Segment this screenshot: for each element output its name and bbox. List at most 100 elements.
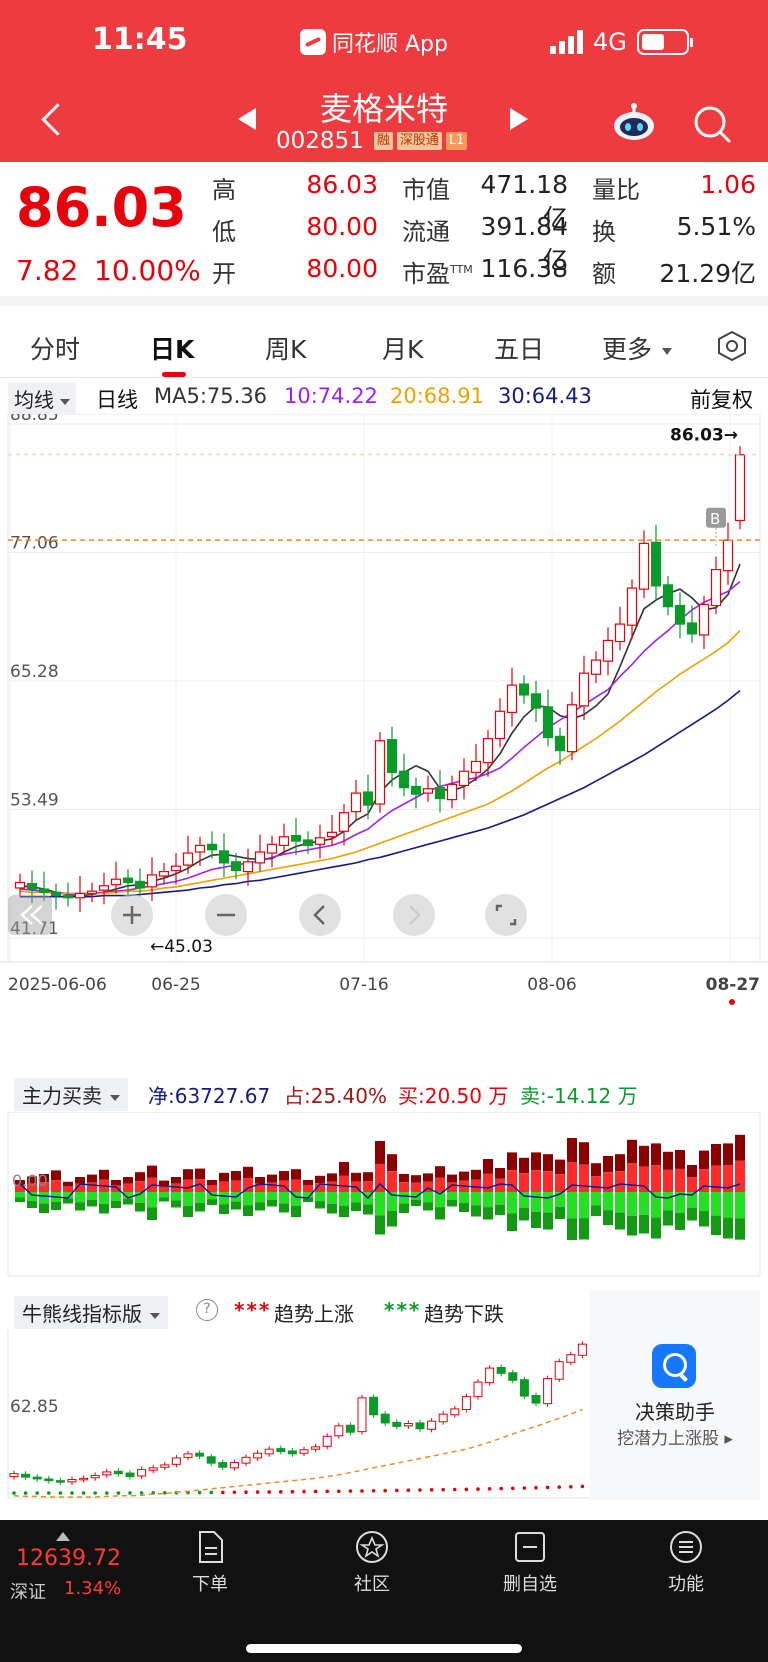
bb-candle-body: [9, 1473, 19, 1478]
app-logo-icon: [300, 29, 326, 55]
fullscreen-icon[interactable]: [485, 894, 527, 936]
bb-trend-dot: [116, 1491, 121, 1495]
fund-bar-buy: [435, 1177, 445, 1192]
open-label: 开: [212, 260, 236, 288]
ma-select[interactable]: 均线: [8, 383, 76, 414]
candle-body: [734, 454, 746, 522]
tab-intraday[interactable]: 分时: [30, 335, 81, 364]
search-icon[interactable]: [692, 104, 732, 144]
bull-bear-y-label: 62.85: [10, 1397, 59, 1417]
bb-candle-body: [357, 1397, 367, 1433]
bb-trend-dot: [348, 1489, 353, 1493]
fund-frame: [7, 1112, 761, 1277]
zoom-out-icon[interactable]: [205, 894, 247, 936]
scroll-left-icon[interactable]: [299, 894, 341, 936]
fund-bar-big-buy: [471, 1169, 481, 1180]
tab-five-day[interactable]: 五日: [494, 335, 545, 364]
bb-candle-body: [415, 1422, 425, 1430]
index-value[interactable]: 12639.72: [16, 1546, 121, 1571]
candle-body: [278, 836, 290, 847]
fund-bar-sell: [483, 1192, 493, 1208]
fund-bar-big-sell: [111, 1200, 121, 1208]
fund-bar-buy: [231, 1180, 241, 1192]
decision-assistant-card[interactable]: 决策助手 挖潜力上涨股 ▸: [590, 1290, 760, 1500]
bb-trend-dot: [279, 1490, 283, 1494]
bb-trend-dot: [313, 1489, 318, 1494]
fund-bar-buy: [519, 1173, 529, 1192]
nav-remove-watchlist[interactable]: 删自选: [490, 1530, 570, 1596]
fund-bar-sell: [279, 1192, 289, 1204]
volume-ratio-label: 量比: [592, 176, 640, 204]
nav-order[interactable]: 下单: [170, 1530, 250, 1596]
fund-bar-big-buy: [579, 1142, 589, 1165]
bull-bear-select[interactable]: 牛熊线指标版: [14, 1296, 168, 1329]
next-stock-arrow-icon[interactable]: [510, 108, 528, 130]
control-bg: [485, 894, 527, 936]
fund-bar-sell: [255, 1192, 265, 1203]
scroll-right-icon[interactable]: [393, 894, 435, 936]
zoom-in-icon[interactable]: [111, 894, 153, 936]
fund-bar-big-buy: [411, 1175, 421, 1183]
help-icon[interactable]: ?: [196, 1299, 218, 1321]
nav-functions[interactable]: 功能: [646, 1530, 726, 1596]
adjust-toggle[interactable]: 前复权: [690, 388, 753, 412]
fund-bar-big-sell: [579, 1218, 589, 1240]
candle-body: [698, 603, 710, 636]
status-app-indicator[interactable]: 同花顺 App: [300, 26, 448, 58]
bb-candle-body: [566, 1354, 576, 1363]
fund-bar-big-sell: [171, 1200, 181, 1208]
candle-body: [350, 792, 362, 813]
bb-trend-dot: [163, 1491, 167, 1495]
fund-bar-big-sell: [447, 1199, 457, 1207]
price-change: 7.82: [16, 254, 79, 287]
fund-flow-select[interactable]: 主力买卖: [14, 1078, 128, 1111]
bb-trend-dot: [23, 1491, 28, 1495]
bb-trend-dot: [395, 1488, 399, 1493]
bb-candle-body: [113, 1470, 123, 1475]
tab-more[interactable]: 更多: [602, 330, 672, 366]
fund-bar-buy: [651, 1165, 661, 1192]
robot-assistant-icon[interactable]: [612, 102, 656, 142]
fund-bar-big-sell: [603, 1210, 613, 1225]
fund-bar-sell: [579, 1192, 589, 1219]
bb-trend-dot: [383, 1488, 388, 1493]
fund-bar-big-sell: [351, 1202, 361, 1211]
bb-candle-body: [438, 1413, 448, 1423]
prev-stock-arrow-icon[interactable]: [238, 108, 256, 130]
candle-body: [302, 839, 314, 847]
control-glyph: [123, 906, 141, 924]
fund-bar-big-buy: [315, 1175, 325, 1184]
candle-body: [362, 791, 374, 806]
fund-bar-big-buy: [63, 1181, 73, 1187]
bb-trend-dot: [441, 1487, 446, 1492]
open-value: 80.00: [306, 254, 378, 283]
fund-bar-buy: [39, 1182, 49, 1192]
candle-body: [686, 622, 698, 635]
k-line-chart[interactable]: 88.85 77.06 65.28 53.49 41.71 2025-06-06 06-2…: [0, 414, 768, 1074]
fund-bar-big-sell: [399, 1203, 409, 1213]
fund-bar-big-buy: [567, 1138, 577, 1163]
candle-body: [410, 785, 422, 795]
fund-bar-sell: [507, 1192, 517, 1214]
tab-daily-k[interactable]: 日K: [150, 335, 195, 364]
fund-bar-big-sell: [219, 1204, 229, 1214]
nav-community[interactable]: 社区: [332, 1530, 412, 1596]
fund-bar-big-buy: [135, 1172, 145, 1182]
bull-bear-svg[interactable]: 62.85: [0, 1330, 590, 1500]
hexagon-settings-icon[interactable]: [716, 330, 748, 362]
fund-bar-big-sell: [519, 1207, 529, 1221]
tab-weekly-k[interactable]: 周K: [265, 335, 307, 364]
fund-flow-bar: 主力买卖 净:63727.67 占:25.40% 买:20.50 万 卖:-14…: [0, 1072, 768, 1112]
fund-bar-buy: [555, 1174, 565, 1192]
left-double-arrow-icon[interactable]: [8, 895, 52, 935]
candle-body: [110, 878, 122, 886]
candle-body: [86, 890, 98, 895]
bb-candle-body: [427, 1420, 437, 1430]
fund-bar-buy: [399, 1182, 409, 1192]
tab-monthly-k[interactable]: 月K: [382, 335, 424, 364]
y-tick-label: 53.49: [10, 791, 59, 811]
fund-flow-svg[interactable]: 0.00: [0, 1112, 768, 1280]
fund-bar-big-buy: [171, 1177, 181, 1184]
fund-bar-big-sell: [303, 1197, 313, 1202]
bb-candle-body: [299, 1449, 309, 1454]
